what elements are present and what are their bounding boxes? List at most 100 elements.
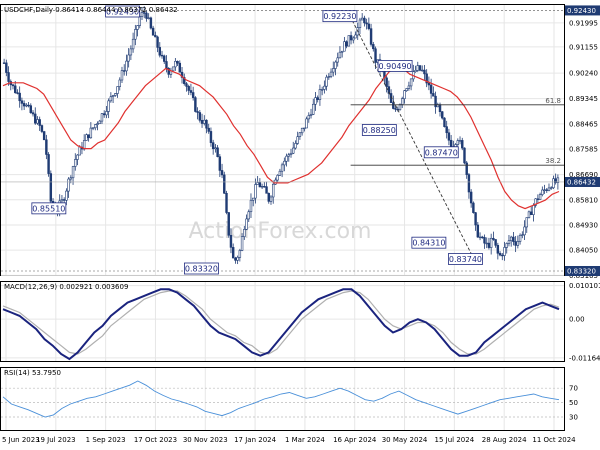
- candle-body: [62, 199, 66, 201]
- extreme-price-tag-label: 0.83320: [567, 267, 596, 275]
- macd-y-tick-label: -0.011645: [569, 354, 600, 362]
- candle-body: [374, 48, 377, 63]
- candle-body: [174, 60, 177, 68]
- price-annotation: 0.87470: [423, 146, 459, 159]
- rsi-y-tick-label: 50: [569, 399, 578, 407]
- candle-body: [418, 65, 422, 71]
- candle-body: [400, 98, 404, 105]
- candle-body: [476, 224, 480, 238]
- x-tick-label: 28 Aug 2024: [482, 436, 527, 444]
- trendline: [349, 15, 475, 260]
- candle-body: [329, 71, 333, 77]
- macd-y-tick-label: 0.010101: [569, 282, 600, 290]
- price-y-tick-label: 0.91155: [569, 43, 598, 51]
- candle-body: [22, 103, 26, 107]
- candle-body: [109, 96, 113, 102]
- candle-body: [265, 186, 268, 194]
- candle-body: [325, 76, 328, 87]
- candle-body: [483, 237, 486, 244]
- candle-body: [18, 92, 21, 102]
- candle-body: [209, 131, 213, 143]
- candle-body: [454, 144, 457, 147]
- price-annotation-box: [31, 202, 67, 215]
- candle-body: [445, 126, 448, 134]
- rsi-y-tick-label: 30: [569, 414, 578, 422]
- candle-body: [409, 78, 413, 87]
- candle-body: [149, 17, 153, 29]
- price-annotation-label: 0.88250: [363, 126, 396, 135]
- rsi-layer: [2, 380, 560, 418]
- candle-body: [509, 236, 513, 241]
- candle-body: [505, 243, 508, 248]
- candle-body: [47, 154, 50, 174]
- candle-body: [456, 140, 460, 145]
- candle-body: [143, 12, 146, 14]
- candle-body: [338, 51, 342, 59]
- price-annotation-label: 0.92230: [323, 12, 356, 21]
- current-price-tag-label: 0.86432: [567, 178, 596, 186]
- candle-body: [42, 131, 46, 141]
- candle-body: [27, 104, 30, 107]
- candle-body: [327, 76, 331, 78]
- x-tick-label: 17 Jan 2024: [234, 436, 277, 444]
- candle-body: [312, 103, 315, 115]
- candle-body: [429, 84, 433, 94]
- candle-body: [122, 70, 126, 72]
- candle-body: [129, 48, 133, 56]
- candle-body: [332, 68, 335, 73]
- candle-body: [516, 241, 520, 246]
- price-y-tick-label: 0.89345: [569, 95, 598, 103]
- candle-body: [398, 104, 402, 111]
- price-annotation-box: [184, 262, 219, 275]
- price-y-tick-label: 0.88465: [569, 120, 598, 128]
- candle-body: [91, 127, 95, 129]
- price-annotation-label: 0.83740: [449, 255, 482, 264]
- candle-body: [541, 189, 544, 195]
- candle-body: [538, 194, 542, 200]
- candle-body: [314, 97, 317, 105]
- candle-body: [343, 41, 346, 52]
- candle-body: [94, 124, 97, 129]
- candle-body: [365, 22, 368, 25]
- candle-body: [465, 162, 468, 175]
- candle-body: [60, 199, 64, 202]
- candle-body: [243, 229, 246, 237]
- candle-body: [118, 79, 121, 87]
- candle-body: [385, 77, 388, 87]
- candle-body: [5, 62, 8, 73]
- price-annotation-label: 0.84310: [412, 239, 445, 248]
- candle-body: [196, 111, 199, 113]
- candle-body: [136, 25, 139, 30]
- candle-body: [127, 54, 130, 62]
- candle-body: [318, 89, 322, 100]
- candle-body: [65, 190, 68, 201]
- fib-level-label: 38.2: [545, 157, 561, 165]
- price-y-tick-label: 0.87585: [569, 146, 598, 154]
- rsi-y-tick-label: 70: [569, 385, 578, 393]
- candle-body: [205, 119, 208, 129]
- price-annotation-box: [423, 146, 459, 159]
- candle-body: [352, 37, 355, 41]
- candle-body: [543, 189, 546, 191]
- x-tick-label: 5 Jun 2023: [2, 436, 40, 444]
- candle-body: [360, 17, 364, 21]
- candle-body: [76, 154, 79, 160]
- price-y-tick-label: 0.84930: [569, 221, 598, 229]
- candle-body: [7, 72, 10, 82]
- candle-body: [269, 196, 273, 202]
- candle-body: [71, 166, 75, 179]
- candle-body: [38, 119, 41, 126]
- candle-body: [105, 111, 108, 116]
- candle-body: [263, 186, 266, 188]
- price-annotation: 0.92230: [322, 10, 358, 23]
- candle-body: [87, 134, 90, 139]
- candle-body: [407, 85, 411, 89]
- candle-body: [227, 212, 230, 236]
- price-annotation: 0.84310: [411, 236, 447, 249]
- candle-body: [240, 236, 244, 251]
- candle-body: [363, 17, 366, 24]
- candle-body: [249, 199, 253, 213]
- candle-body: [111, 95, 115, 98]
- candle-body: [138, 16, 141, 26]
- macd-panel-frame: [0, 281, 565, 362]
